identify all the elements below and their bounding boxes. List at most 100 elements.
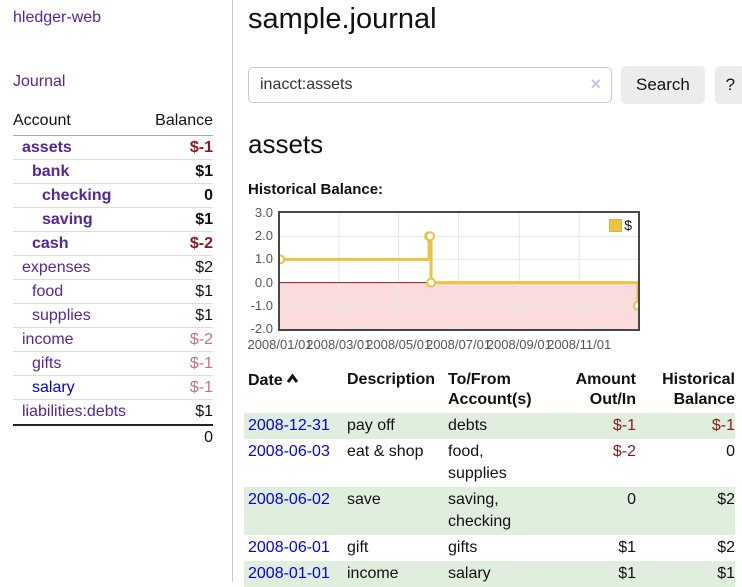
column-header-description[interactable]: Description (347, 371, 436, 388)
account-row: expenses $2 (13, 256, 213, 280)
sort-ascending-icon (286, 370, 299, 390)
transaction-amount: $1 (618, 565, 636, 582)
account-balance: $1 (195, 282, 213, 300)
chart-canvas (280, 213, 638, 329)
transaction-accounts: salary (448, 565, 491, 582)
y-tick-label: 1.0 (254, 251, 273, 267)
account-link[interactable]: income (22, 330, 74, 348)
transaction-date-link[interactable]: 2008-01-01 (248, 565, 330, 582)
account-link[interactable]: supplies (32, 306, 91, 324)
app-brand-link[interactable]: hledger-web (13, 9, 102, 26)
account-column-header: Account (13, 112, 71, 129)
account-link[interactable]: saving (42, 210, 93, 228)
account-row: cash $-2 (13, 232, 213, 256)
nav-journal-link[interactable]: Journal (13, 73, 66, 90)
transaction-description: save (347, 491, 381, 508)
transaction-accounts: food, supplies (448, 443, 507, 482)
historical-balance-chart: $ 3.0 2.0 1.0 0.0 -1.0 -2.0 2008/01/01 2008/03… (247, 205, 742, 355)
account-row: checking 0 (13, 184, 213, 208)
search-input-wrap: × (248, 67, 612, 104)
chart-title: Historical Balance: (248, 181, 384, 198)
transaction-date-link[interactable]: 2008-06-01 (248, 539, 330, 556)
x-tick-label: 2008/03/01 (306, 337, 372, 352)
account-row: bank $1 (13, 160, 213, 184)
column-header-amount[interactable]: Amount Out/In (575, 371, 636, 408)
account-row: liabilities:debts $1 (13, 400, 213, 424)
x-tick-label: 2008/11/01 (547, 337, 612, 352)
transaction-date-link[interactable]: 2008-06-02 (248, 491, 330, 508)
x-tick-label: 2008/05/01 (366, 337, 432, 352)
page-title: sample.journal (248, 3, 437, 35)
account-link[interactable]: gifts (32, 354, 62, 372)
y-tick-label: 3.0 (254, 205, 273, 220)
account-row: saving $1 (13, 208, 213, 232)
transaction-row: 2008-06-03 eat & shop food, supplies $-2… (244, 439, 735, 487)
register-rows: 2008-12-31 pay off debts $-1 $-1 2008-06… (244, 413, 735, 587)
transaction-balance: $2 (717, 491, 735, 508)
account-balance: $-1 (189, 354, 213, 372)
chart-legend: $ (607, 217, 634, 233)
search-button[interactable]: Search (621, 66, 705, 104)
clear-search-icon[interactable]: × (590, 74, 601, 94)
transaction-date-link[interactable]: 2008-12-31 (248, 417, 330, 434)
account-link[interactable]: assets (22, 138, 72, 156)
account-link[interactable]: salary (32, 378, 75, 396)
account-balance: $-1 (189, 138, 213, 156)
transaction-row: 2008-06-01 gift gifts $1 $2 (244, 535, 735, 561)
transaction-description: eat & shop (347, 443, 424, 460)
transaction-row: 2008-12-31 pay off debts $-1 $-1 (244, 413, 735, 439)
transaction-date-cell: 2008-06-03 (248, 441, 347, 463)
transaction-description: income (347, 565, 399, 582)
column-header-accounts[interactable]: To/From Account(s) (448, 371, 532, 408)
transaction-amount: $-1 (612, 417, 636, 434)
y-tick-label: 2.0 (254, 228, 273, 244)
account-balance: $1 (195, 210, 213, 228)
transaction-date-cell: 2008-01-01 (248, 563, 347, 585)
x-tick-label: 2008/01/01 (247, 337, 313, 352)
account-balance: $-2 (189, 234, 213, 252)
transaction-date-link[interactable]: 2008-06-03 (248, 443, 330, 460)
transaction-date-cell: 2008-06-02 (248, 489, 347, 511)
transaction-description: pay off (347, 417, 395, 434)
accounts-table-header: Account Balance (13, 109, 213, 136)
account-balance: $1 (195, 403, 213, 420)
account-row: supplies $1 (13, 304, 213, 328)
legend-series-label: $ (624, 217, 632, 233)
transaction-balance: $-1 (711, 417, 735, 434)
transaction-description: gift (347, 539, 369, 556)
account-link[interactable]: checking (42, 186, 112, 204)
account-link[interactable]: cash (32, 234, 69, 252)
accounts-total-value: 0 (204, 429, 213, 446)
y-tick-label: 0.0 (254, 274, 273, 290)
account-link[interactable]: liabilities:debts (22, 403, 127, 420)
transaction-accounts: gifts (448, 539, 478, 556)
x-tick-label: 2008/09/01 (486, 337, 552, 352)
sidebar: hledger-web Journal Account Balance asse… (0, 0, 233, 582)
main-content: sample.journal × Search ? assets Histori… (233, 0, 742, 587)
account-balance: $1 (195, 162, 213, 180)
transaction-date-cell: 2008-12-31 (248, 415, 347, 437)
account-balance: $2 (195, 258, 213, 276)
accounts-table: Account Balance assets $-1 bank $1 check… (13, 109, 213, 450)
column-header-date[interactable]: Date (248, 370, 347, 410)
account-link[interactable]: food (32, 282, 64, 300)
account-link[interactable]: expenses (22, 258, 91, 276)
transaction-balance: $2 (717, 539, 735, 556)
transaction-amount: $-2 (612, 443, 636, 460)
search-input[interactable] (248, 67, 612, 103)
help-button[interactable]: ? (714, 66, 742, 104)
transaction-accounts: saving, checking (448, 491, 512, 530)
accounts-total-row: 0 (13, 424, 213, 450)
search-form: × Search ? (248, 66, 742, 104)
transaction-amount: 0 (627, 491, 636, 508)
account-row: income $-2 (13, 328, 213, 352)
account-row: gifts $-1 (13, 352, 213, 376)
balance-column-header: Balance (155, 112, 213, 129)
transaction-balance: 0 (726, 443, 735, 460)
register-header: Date Description To/From Account(s) Amou… (248, 370, 735, 410)
chart-plot-area[interactable]: $ (278, 211, 640, 331)
account-link[interactable]: bank (32, 162, 70, 180)
transaction-accounts: debts (448, 417, 488, 434)
transaction-row: 2008-01-01 income salary $1 $1 (244, 561, 735, 587)
column-header-balance[interactable]: Historical Balance (662, 371, 735, 408)
